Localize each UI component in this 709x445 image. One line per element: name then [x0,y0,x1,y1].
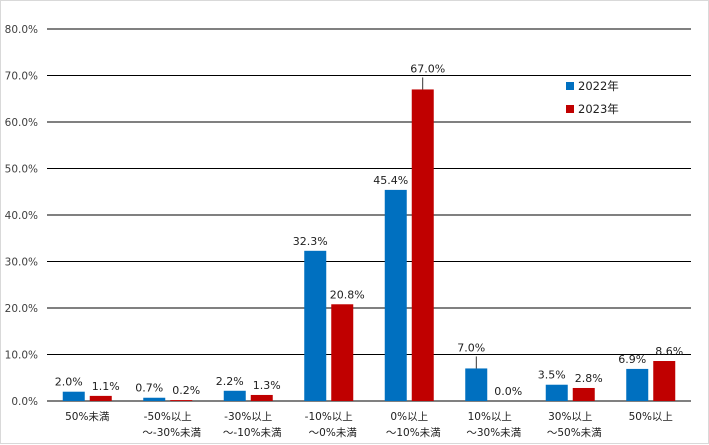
category-label: -50%以上 [144,411,192,423]
bar [170,400,193,401]
category-label: 0%以上 [390,411,428,423]
data-label: 2.2% [216,375,244,388]
legend: 2022年 2023年 [566,79,619,116]
y-axis-tick-labels: 0.0% 10.0% 20.0% 30.0% 40.0% 50.0% 60.0% 70.0% 8… [5,24,38,408]
category-label: -10%以上 [305,411,353,423]
y-tick-label: 80.0% [5,24,38,36]
data-label: 1.1% [92,380,120,393]
bars [62,89,676,401]
data-label: 32.3% [293,235,328,248]
data-label: 67.0% [410,62,445,75]
data-label: 20.8% [330,288,365,301]
bar [411,89,434,401]
legend-swatch [566,82,574,90]
data-label: 0.2% [172,384,200,397]
bar [626,368,649,401]
category-label: -30%以上 [224,411,272,423]
bar [143,397,166,401]
bar [223,390,246,401]
data-label: 7.0% [457,341,485,354]
category-label: ～30%未満 [466,427,521,439]
bar [465,368,488,401]
bar [545,384,568,401]
bar [89,395,112,401]
bar [62,391,85,401]
bar [250,394,273,401]
category-label: 50%未満 [65,411,110,423]
data-label: 6.9% [618,353,646,366]
data-label: 3.5% [538,369,566,382]
bar [331,304,354,401]
y-tick-label: 0.0% [11,396,38,408]
data-labels: 2.0% 1.1% 0.7% 0.2% 2.2% 1.3% 32.3% 20.8% 45.4% 6… [55,62,683,398]
category-label: ～0%未満 [309,427,358,439]
bar [572,387,595,401]
y-tick-label: 30.0% [5,257,38,269]
data-label: 2.8% [575,372,603,385]
bar [653,361,676,401]
data-label: 45.4% [373,174,408,187]
gridlines [47,28,691,402]
category-label: 50%以上 [629,411,673,423]
data-label: 8.6% [655,345,683,358]
y-tick-label: 20.0% [5,303,38,315]
legend-label: 2023年 [578,102,619,116]
category-label: ～10%未満 [386,427,441,439]
legend-label: 2022年 [578,79,619,93]
category-label: ～-30%未満 [142,427,201,439]
x-axis-category-labels: 50%未満 -50%以上 ～-30%未満 -30%以上 ～-10%未満 -10%以上 ～0%… [65,411,673,439]
data-label: 1.3% [253,379,281,392]
y-tick-label: 60.0% [5,117,38,129]
y-tick-label: 40.0% [5,210,38,222]
data-label: 2.0% [55,376,83,389]
y-tick-label: 10.0% [5,350,38,362]
bar [304,250,327,401]
y-tick-label: 50.0% [5,164,38,176]
category-label: 10%以上 [468,411,512,423]
category-label: ～50%未満 [547,427,602,439]
category-label: ～-10%未満 [223,427,282,439]
y-tick-label: 70.0% [5,71,38,83]
legend-swatch [566,105,574,113]
data-label: 0.7% [135,382,163,395]
bar [384,189,407,401]
data-label: 0.0% [494,385,522,398]
category-label: 30%以上 [548,411,592,423]
